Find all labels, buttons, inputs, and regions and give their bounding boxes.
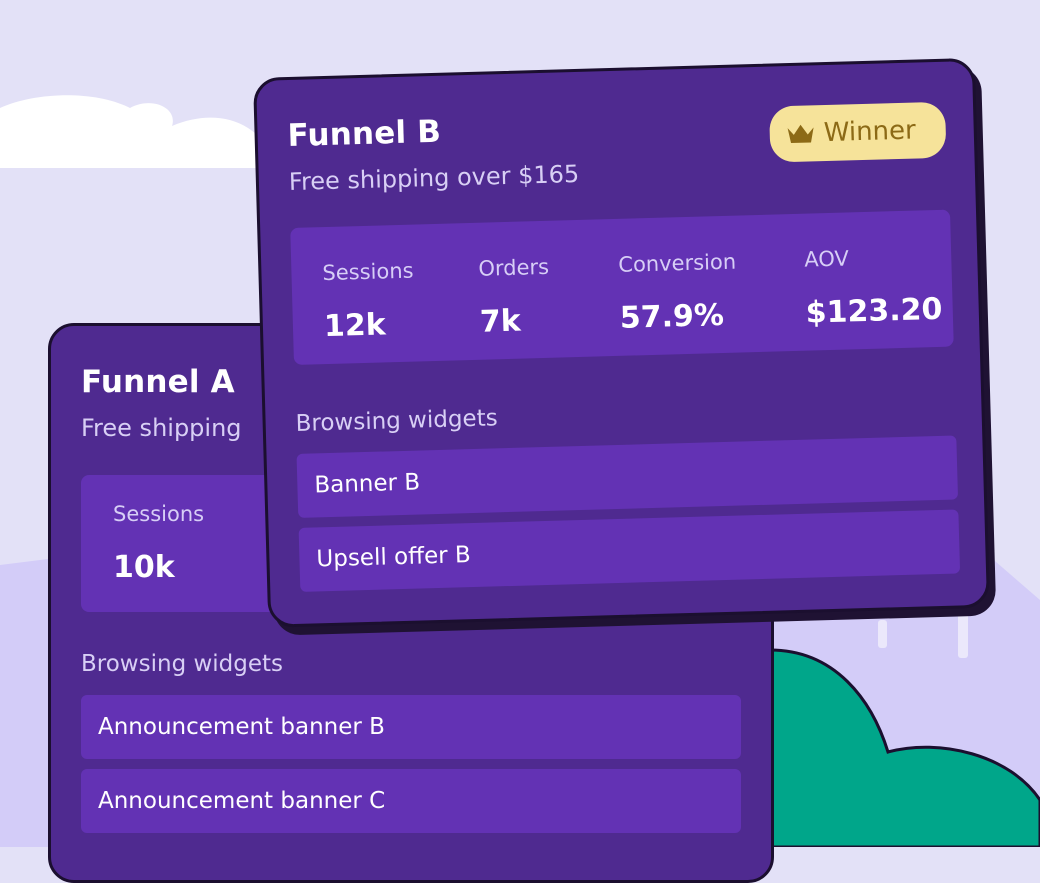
stat-label-sessions: Sessions (322, 258, 414, 286)
winner-badge-label: Winner (823, 115, 917, 149)
cloud-shape (0, 95, 262, 168)
funnel-b-subtitle: Free shipping over $165 (288, 159, 580, 197)
funnel-b-section-label: Browsing widgets (295, 405, 498, 437)
funnel-a-section-label: Browsing widgets (81, 651, 284, 677)
funnel-a-title: Funnel A (81, 364, 235, 400)
widget-row[interactable]: Banner B (296, 435, 959, 518)
funnel-b-stats: Sessions 12k Orders 7k Conversion 57.9% … (290, 209, 954, 365)
widget-row[interactable]: Announcement banner B (81, 695, 741, 759)
stat-label-conversion: Conversion (618, 249, 737, 277)
stat-label-sessions: Sessions (113, 502, 205, 526)
post-shape (958, 612, 968, 658)
post-shape (878, 620, 887, 648)
widget-row[interactable]: Announcement banner C (81, 769, 741, 833)
funnel-b-card: Funnel B Free shipping over $165 Winner … (253, 57, 991, 628)
stat-value-conversion: 57.9% (619, 297, 725, 336)
stat-value-orders: 7k (479, 303, 522, 340)
stat-value-sessions: 10k (113, 550, 175, 585)
winner-badge: Winner (768, 101, 947, 163)
crown-icon (787, 124, 814, 144)
funnel-b-title: Funnel B (287, 113, 442, 155)
stat-label-orders: Orders (478, 254, 550, 281)
stat-label-aov: AOV (803, 246, 850, 272)
shrub-shape (768, 648, 1040, 847)
stat-value-aov: $123.20 (805, 291, 943, 331)
widget-row[interactable]: Upsell offer B (298, 509, 961, 592)
funnel-a-subtitle: Free shipping (81, 414, 242, 442)
stat-value-sessions: 12k (323, 307, 387, 345)
